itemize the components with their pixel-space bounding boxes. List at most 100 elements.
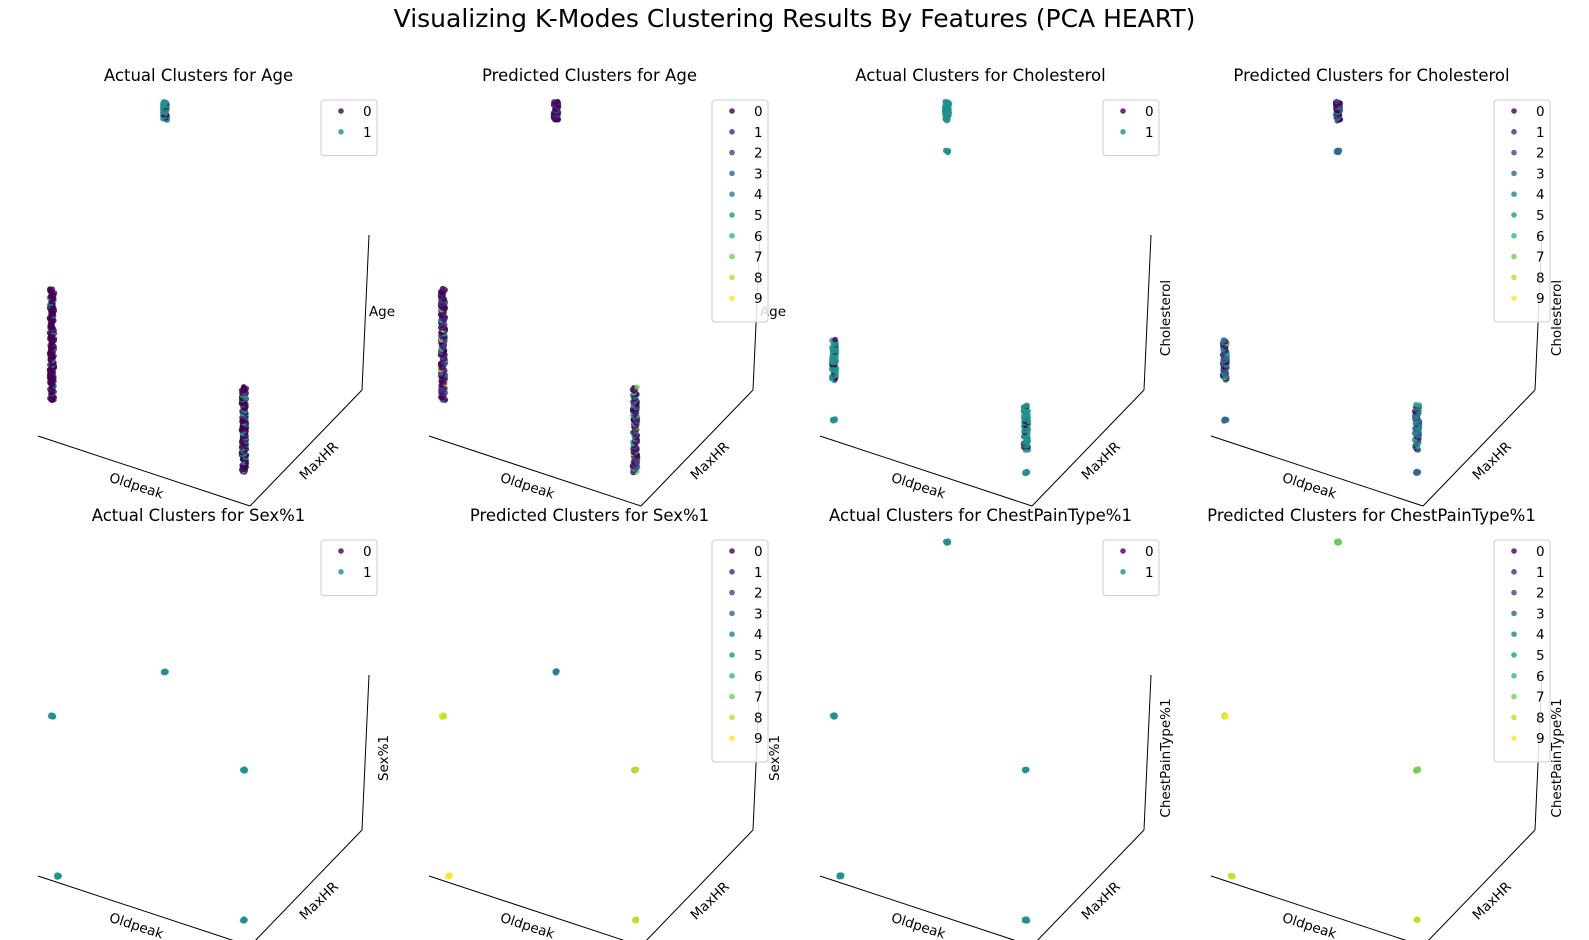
- legend-marker: [1511, 170, 1517, 177]
- legend-marker: [1511, 569, 1517, 575]
- legend-label: 9: [1536, 291, 1545, 307]
- legend-label: 5: [754, 208, 763, 224]
- legend-label: 2: [754, 586, 763, 602]
- y-axis-line: [249, 389, 363, 507]
- data-point: [1222, 417, 1228, 423]
- legend-marker: [338, 129, 344, 135]
- data-point: [1413, 401, 1419, 408]
- y-axis-label: MaxHR: [1470, 879, 1515, 923]
- legend-marker: [1511, 108, 1517, 114]
- subplot-7: Actual Clusters for ChestPainType%1 Oldpe…: [782, 500, 1179, 940]
- legend-marker: [1511, 673, 1517, 679]
- legend-label: 5: [754, 648, 763, 664]
- legend-label: 3: [754, 606, 763, 622]
- legend-label: 7: [1536, 690, 1545, 706]
- legend-marker: [729, 129, 735, 135]
- subplot-title: Actual Clusters for Sex%1: [91, 506, 306, 525]
- legend-label: 0: [1145, 104, 1154, 120]
- legend-label: 8: [754, 710, 763, 726]
- legend-marker: [729, 233, 735, 239]
- scatter-3d-plot: Oldpeak MaxHR Sex%1 0 1 2 3 4 5 6 7 8 9: [428, 539, 783, 940]
- data-point: [634, 384, 640, 391]
- legend-marker: [729, 673, 735, 679]
- legend-marker: [1511, 631, 1517, 637]
- data-point: [1223, 713, 1229, 720]
- data-point: [241, 916, 247, 922]
- y-axis-label: MaxHR: [688, 439, 733, 483]
- subplot-8: Predicted Clusters for ChestPainType%1 Ol…: [1173, 500, 1570, 940]
- legend-marker: [729, 548, 735, 554]
- legend-marker: [1511, 233, 1517, 239]
- data-point: [160, 99, 167, 105]
- legend-label: 1: [754, 565, 763, 581]
- legend-label: 6: [1536, 229, 1545, 245]
- data-point: [240, 384, 247, 391]
- legend-marker: [1511, 714, 1517, 721]
- legend-marker: [729, 149, 735, 156]
- legend-marker: [1120, 108, 1126, 114]
- x-axis-label: Oldpeak: [498, 910, 556, 940]
- legend-label: 7: [1536, 250, 1545, 266]
- legend-label: 4: [1536, 627, 1545, 643]
- legend-marker: [1511, 693, 1517, 700]
- legend-marker: [1120, 569, 1126, 575]
- data-point: [1415, 766, 1421, 773]
- data-point: [554, 98, 561, 105]
- z-axis-label: ChestPainType%1: [1549, 698, 1565, 817]
- legend-marker: [729, 253, 735, 260]
- legend-marker: [729, 212, 735, 218]
- legend-label: 8: [1536, 270, 1545, 286]
- data-point: [162, 669, 168, 676]
- legend-label: 7: [754, 250, 763, 266]
- legend-label: 1: [754, 125, 763, 141]
- y-axis-line: [1422, 389, 1536, 507]
- legend-label: 2: [1536, 586, 1545, 602]
- data-point: [47, 286, 53, 292]
- legend-box: [711, 539, 769, 763]
- x-axis-label: Oldpeak: [107, 910, 165, 940]
- legend-marker: [729, 274, 735, 281]
- y-axis-line: [1428, 829, 1536, 940]
- legend-box: [320, 99, 378, 157]
- legend-label: 4: [754, 187, 763, 203]
- legend-marker: [729, 631, 735, 637]
- subplot-title: Actual Clusters for Age: [103, 66, 294, 85]
- z-axis-label: Sex%1: [376, 735, 392, 781]
- legend-marker: [729, 714, 735, 721]
- legend-marker: [1511, 212, 1517, 218]
- data-point: [1022, 916, 1028, 923]
- subplot-6: Predicted Clusters for Sex%1 Oldpeak MaxHR…: [391, 500, 788, 940]
- y-axis-line: [255, 829, 363, 940]
- legend: 0 1 2 3 4 5 6 7 8 9: [1493, 99, 1551, 323]
- legend-marker: [1511, 295, 1517, 301]
- subplot-4: Predicted Clusters for Cholesterol Oldpea…: [1173, 60, 1570, 507]
- data-point: [241, 766, 248, 772]
- data-point: [1414, 468, 1420, 475]
- data-point: [1414, 916, 1420, 923]
- legend-label: 8: [754, 270, 763, 286]
- legend: 0 1 2 3 4 5 6 7 8 9: [711, 539, 769, 763]
- legend-marker: [338, 548, 344, 554]
- legend-marker: [1120, 548, 1126, 554]
- z-axis-label: Age: [369, 304, 395, 320]
- legend-label: 3: [1536, 166, 1545, 182]
- subplot-title: Actual Clusters for ChestPainType%1: [829, 506, 1132, 525]
- data-point: [49, 712, 55, 719]
- data-point: [944, 538, 950, 545]
- x-axis-label: Oldpeak: [889, 910, 947, 940]
- legend: 01: [320, 99, 378, 157]
- x-axis-line: [1210, 435, 1424, 507]
- legend-label: 0: [363, 544, 372, 560]
- legend-marker: [1511, 589, 1517, 596]
- z-axis-line: [1143, 674, 1152, 831]
- legend-marker: [1511, 129, 1517, 135]
- legend-marker: [1120, 129, 1126, 135]
- legend-label: 0: [1145, 544, 1154, 560]
- data-point: [832, 336, 838, 343]
- legend-marker: [1511, 652, 1517, 658]
- data-point: [837, 873, 843, 879]
- data-point: [632, 767, 638, 774]
- legend-label: 1: [1536, 125, 1545, 141]
